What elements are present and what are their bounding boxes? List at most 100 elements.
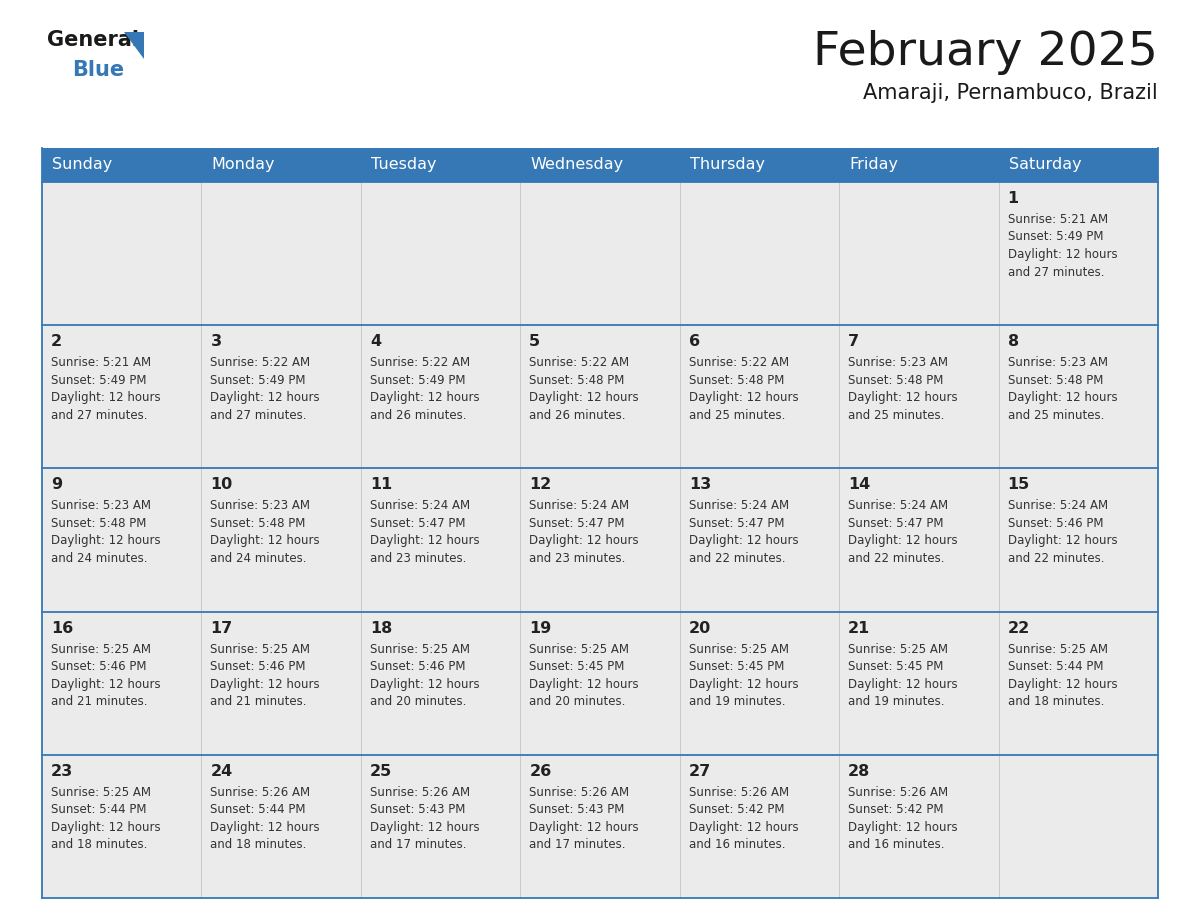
Text: Sunset: 5:44 PM: Sunset: 5:44 PM [51,803,146,816]
Text: Daylight: 12 hours: Daylight: 12 hours [210,821,320,834]
Text: Daylight: 12 hours: Daylight: 12 hours [689,391,798,404]
Bar [839,468,999,611]
Text: Friday: Friday [849,158,898,173]
Text: Monday: Monday [211,158,274,173]
Text: Sunrise: 5:21 AM: Sunrise: 5:21 AM [51,356,151,369]
Text: Sunrise: 5:23 AM: Sunrise: 5:23 AM [51,499,151,512]
Text: Sunset: 5:48 PM: Sunset: 5:48 PM [1007,374,1102,386]
Bar [680,148,839,182]
Text: Daylight: 12 hours: Daylight: 12 hours [51,677,160,690]
Text: Daylight: 12 hours: Daylight: 12 hours [51,391,160,404]
Bar [361,611,520,755]
Text: 11: 11 [369,477,392,492]
Text: Daylight: 12 hours: Daylight: 12 hours [210,677,320,690]
Text: and 22 minutes.: and 22 minutes. [848,552,944,565]
Text: 12: 12 [530,477,551,492]
Text: Sunset: 5:47 PM: Sunset: 5:47 PM [689,517,784,530]
Text: Sunrise: 5:25 AM: Sunrise: 5:25 AM [369,643,470,655]
Text: Sunrise: 5:26 AM: Sunrise: 5:26 AM [530,786,630,799]
Text: Daylight: 12 hours: Daylight: 12 hours [210,391,320,404]
Text: Sunset: 5:45 PM: Sunset: 5:45 PM [689,660,784,673]
Text: and 26 minutes.: and 26 minutes. [530,409,626,421]
Text: and 25 minutes.: and 25 minutes. [1007,409,1104,421]
Text: Daylight: 12 hours: Daylight: 12 hours [369,534,480,547]
Text: and 24 minutes.: and 24 minutes. [51,552,147,565]
Bar [202,468,361,611]
Text: and 19 minutes.: and 19 minutes. [848,695,944,708]
Text: and 19 minutes.: and 19 minutes. [689,695,785,708]
Text: 10: 10 [210,477,233,492]
Text: 4: 4 [369,334,381,349]
Text: Daylight: 12 hours: Daylight: 12 hours [1007,677,1117,690]
Bar [680,182,839,325]
Text: Sunset: 5:48 PM: Sunset: 5:48 PM [51,517,146,530]
Text: and 25 minutes.: and 25 minutes. [689,409,785,421]
Bar [520,755,680,898]
Text: Sunrise: 5:24 AM: Sunrise: 5:24 AM [848,499,948,512]
Text: and 27 minutes.: and 27 minutes. [1007,265,1104,278]
Text: Daylight: 12 hours: Daylight: 12 hours [210,534,320,547]
Text: and 23 minutes.: and 23 minutes. [369,552,466,565]
Text: 17: 17 [210,621,233,635]
Text: Sunset: 5:47 PM: Sunset: 5:47 PM [530,517,625,530]
Text: Sunrise: 5:23 AM: Sunrise: 5:23 AM [1007,356,1107,369]
Text: and 18 minutes.: and 18 minutes. [51,838,147,851]
Bar [42,325,202,468]
Bar [42,148,202,182]
Text: Blue: Blue [72,60,124,80]
Bar [839,182,999,325]
Text: and 27 minutes.: and 27 minutes. [210,409,307,421]
Text: Amaraji, Pernambuco, Brazil: Amaraji, Pernambuco, Brazil [864,83,1158,103]
Text: Sunset: 5:49 PM: Sunset: 5:49 PM [210,374,307,386]
Text: Daylight: 12 hours: Daylight: 12 hours [1007,391,1117,404]
Text: Sunrise: 5:25 AM: Sunrise: 5:25 AM [848,643,948,655]
Text: Sunset: 5:48 PM: Sunset: 5:48 PM [689,374,784,386]
Text: and 17 minutes.: and 17 minutes. [369,838,467,851]
Text: and 25 minutes.: and 25 minutes. [848,409,944,421]
Text: 19: 19 [530,621,551,635]
Bar [361,468,520,611]
Text: 18: 18 [369,621,392,635]
Bar [202,755,361,898]
Text: 21: 21 [848,621,871,635]
Text: Sunset: 5:42 PM: Sunset: 5:42 PM [848,803,943,816]
Text: 2: 2 [51,334,62,349]
Text: and 26 minutes.: and 26 minutes. [369,409,467,421]
Text: Daylight: 12 hours: Daylight: 12 hours [369,677,480,690]
Text: Daylight: 12 hours: Daylight: 12 hours [1007,534,1117,547]
Text: Sunrise: 5:25 AM: Sunrise: 5:25 AM [51,786,151,799]
Text: and 21 minutes.: and 21 minutes. [210,695,307,708]
Text: Saturday: Saturday [1009,158,1081,173]
Text: Tuesday: Tuesday [371,158,436,173]
Text: Sunrise: 5:26 AM: Sunrise: 5:26 AM [848,786,948,799]
Text: Sunrise: 5:24 AM: Sunrise: 5:24 AM [530,499,630,512]
Text: Daylight: 12 hours: Daylight: 12 hours [530,391,639,404]
Text: Sunrise: 5:24 AM: Sunrise: 5:24 AM [689,499,789,512]
Text: Sunrise: 5:26 AM: Sunrise: 5:26 AM [369,786,470,799]
Text: Sunset: 5:49 PM: Sunset: 5:49 PM [51,374,146,386]
Bar [42,755,202,898]
Text: 14: 14 [848,477,871,492]
Text: Daylight: 12 hours: Daylight: 12 hours [530,534,639,547]
Text: 25: 25 [369,764,392,778]
Bar [839,611,999,755]
Text: Sunrise: 5:22 AM: Sunrise: 5:22 AM [369,356,470,369]
Bar [202,148,361,182]
Text: Sunrise: 5:25 AM: Sunrise: 5:25 AM [210,643,310,655]
Text: 28: 28 [848,764,871,778]
Bar [839,755,999,898]
Bar [361,182,520,325]
Text: Daylight: 12 hours: Daylight: 12 hours [51,821,160,834]
Text: Daylight: 12 hours: Daylight: 12 hours [369,391,480,404]
Text: and 21 minutes.: and 21 minutes. [51,695,147,708]
Text: 23: 23 [51,764,74,778]
Text: General: General [48,30,139,50]
Text: 6: 6 [689,334,700,349]
Text: Sunset: 5:48 PM: Sunset: 5:48 PM [848,374,943,386]
Bar [520,148,680,182]
Bar [520,611,680,755]
Text: Sunrise: 5:23 AM: Sunrise: 5:23 AM [210,499,310,512]
Text: Sunset: 5:48 PM: Sunset: 5:48 PM [210,517,305,530]
Text: Daylight: 12 hours: Daylight: 12 hours [369,821,480,834]
Bar [680,755,839,898]
